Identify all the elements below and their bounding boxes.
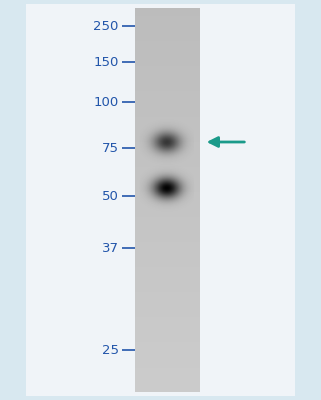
Text: 150: 150 <box>93 56 119 68</box>
Text: 100: 100 <box>93 96 119 108</box>
Text: 37: 37 <box>102 242 119 254</box>
FancyBboxPatch shape <box>26 4 295 396</box>
Text: 25: 25 <box>102 344 119 356</box>
Text: 50: 50 <box>102 190 119 202</box>
Text: 250: 250 <box>93 20 119 32</box>
Text: 75: 75 <box>102 142 119 154</box>
